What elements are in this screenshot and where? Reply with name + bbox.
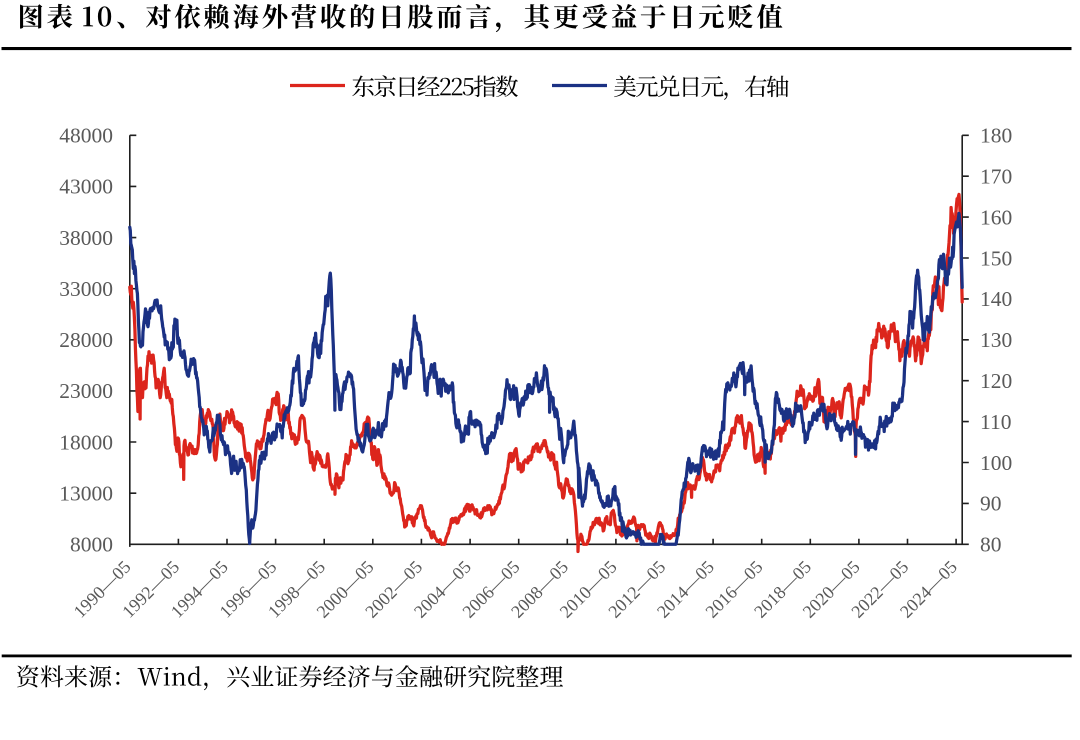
- svg-text:140: 140: [980, 287, 1012, 311]
- svg-text:150: 150: [980, 246, 1012, 270]
- svg-text:100: 100: [980, 451, 1012, 475]
- svg-text:80: 80: [980, 533, 1002, 557]
- svg-text:28000: 28000: [59, 328, 113, 352]
- svg-text:8000: 8000: [70, 533, 113, 557]
- svg-text:130: 130: [980, 328, 1012, 352]
- svg-text:43000: 43000: [59, 175, 113, 199]
- svg-text:90: 90: [980, 492, 1002, 516]
- svg-text:110: 110: [980, 410, 1011, 434]
- svg-text:13000: 13000: [59, 482, 113, 506]
- svg-text:170: 170: [980, 165, 1012, 189]
- svg-text:160: 160: [980, 205, 1012, 229]
- svg-text:18000: 18000: [59, 430, 113, 454]
- svg-text:23000: 23000: [59, 379, 113, 403]
- svg-text:120: 120: [980, 369, 1012, 393]
- svg-text:180: 180: [980, 124, 1012, 148]
- svg-text:33000: 33000: [59, 277, 113, 301]
- svg-text:48000: 48000: [59, 124, 113, 148]
- svg-text:38000: 38000: [59, 226, 113, 250]
